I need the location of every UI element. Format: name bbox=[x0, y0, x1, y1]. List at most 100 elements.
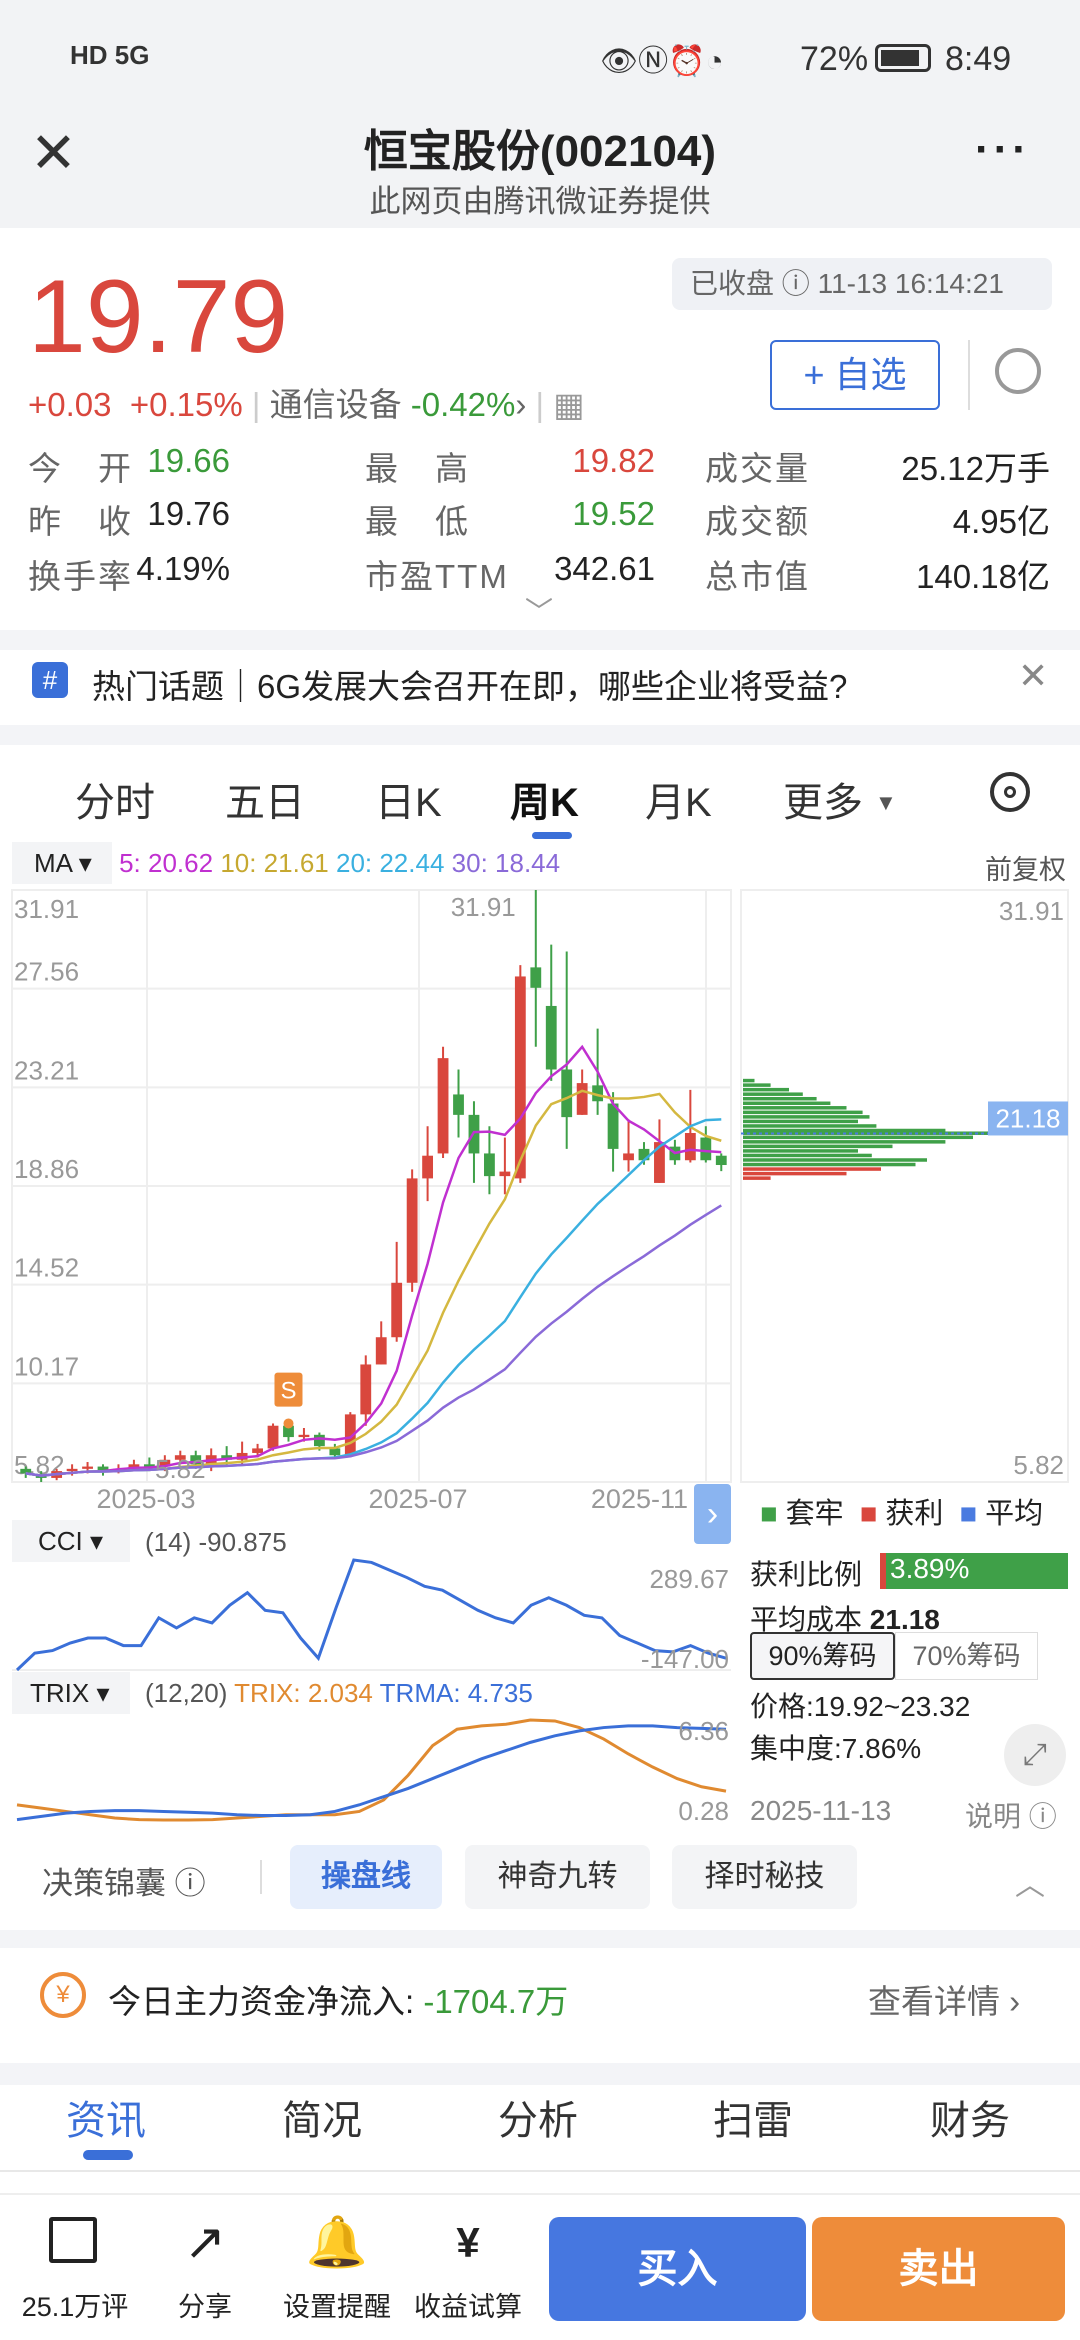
adjust-mode[interactable]: 前复权 bbox=[985, 855, 1066, 885]
comment-icon[interactable] bbox=[38, 2213, 108, 2273]
kline-chart[interactable]: 31.9127.5623.2118.8614.5210.175.822025-0… bbox=[0, 880, 1080, 1840]
candle bbox=[174, 1455, 186, 1460]
chip-bar bbox=[743, 1153, 872, 1158]
stat-value: 342.61 bbox=[554, 550, 655, 587]
candle bbox=[159, 1459, 171, 1467]
grid-icon[interactable]: ▦ bbox=[553, 386, 585, 423]
money-icon: ¥ bbox=[40, 1972, 86, 2018]
candle bbox=[514, 976, 526, 1179]
more-icon[interactable]: ··· bbox=[975, 125, 1031, 174]
chip-axis-top: 31.91 bbox=[999, 896, 1064, 926]
profit-calc-button[interactable]: 收益试算 bbox=[414, 2292, 522, 2322]
ma10-value: 10: 21.61 bbox=[220, 848, 329, 878]
chip-90-button[interactable]: 90%筹码 bbox=[750, 1632, 895, 1680]
buy-button[interactable]: 买入 bbox=[549, 2217, 806, 2321]
stat-label: 换手率 bbox=[28, 558, 133, 595]
chart-tab[interactable]: 周K bbox=[510, 781, 579, 825]
share-icon[interactable]: ↗ bbox=[184, 2214, 226, 2270]
sell-button[interactable]: 卖出 bbox=[812, 2217, 1065, 2321]
info-tab[interactable]: 分析 bbox=[498, 2099, 578, 2143]
share-button[interactable]: 分享 bbox=[178, 2292, 232, 2322]
hashtag-icon: # bbox=[32, 662, 68, 698]
tool-zeshimiji[interactable]: 择时秘技 bbox=[672, 1845, 857, 1909]
info-tab[interactable]: 财务 bbox=[930, 2099, 1010, 2143]
stat-value: 4.95亿 bbox=[952, 503, 1050, 540]
stat-value: 19.82 bbox=[572, 442, 655, 479]
candle bbox=[576, 1083, 588, 1115]
set-alert-button[interactable]: 设置提醒 bbox=[283, 2292, 391, 2322]
candle bbox=[360, 1364, 372, 1415]
info-icon[interactable]: ⓘ bbox=[781, 268, 810, 299]
ma20-line bbox=[25, 1118, 722, 1477]
candle bbox=[252, 1448, 263, 1453]
chart-tab[interactable]: 月K bbox=[645, 781, 712, 825]
candle bbox=[344, 1414, 356, 1456]
bell-icon[interactable]: 🔔 bbox=[305, 2214, 369, 2270]
fund-flow-details-link[interactable]: 查看详情 › bbox=[868, 1983, 1021, 2020]
candle bbox=[82, 1466, 93, 1469]
chip-bar bbox=[743, 1167, 881, 1171]
chip-legend: ■ 套牢 ■ 获利 ■ 平均 bbox=[760, 1498, 1044, 1530]
chip-bar bbox=[743, 1140, 946, 1144]
sector-change: -0.42% bbox=[410, 386, 516, 423]
search-icon[interactable] bbox=[995, 348, 1041, 394]
scroll-right-button[interactable]: › bbox=[694, 1484, 731, 1544]
ma-selector[interactable]: MA ▾ bbox=[12, 842, 112, 884]
market-status: 已收盘 ⓘ 11-13 16:14:21 bbox=[672, 258, 1052, 310]
page-subtitle: 此网页由腾讯微证券提供 bbox=[369, 184, 711, 219]
collapse-icon[interactable]: ︿ bbox=[1015, 1869, 1045, 1902]
divider bbox=[0, 2170, 1080, 2172]
chip-concentration: 集中度:7.86% bbox=[750, 1733, 922, 1764]
chip-bar bbox=[743, 1078, 755, 1083]
signal-marker-label: S bbox=[280, 1378, 296, 1405]
y-tick-label: 27.56 bbox=[14, 957, 79, 987]
stat-value: 19.52 bbox=[572, 495, 655, 532]
fund-flow-value: -1704.7万 bbox=[423, 1983, 569, 2020]
hot-topic-banner[interactable]: 热门话题｜6G发展大会召开在即，哪些企业将受益? bbox=[92, 668, 848, 705]
fullscreen-icon[interactable]: ⤢ bbox=[1004, 1724, 1066, 1786]
chip-bar bbox=[743, 1087, 789, 1092]
chart-tab[interactable]: 分时 bbox=[75, 781, 155, 825]
page-title: 恒宝股份(002104) bbox=[363, 127, 717, 176]
chip-bar bbox=[743, 1144, 893, 1149]
chart-tab[interactable]: 五日 bbox=[225, 781, 305, 825]
chart-tab[interactable]: 更多 bbox=[783, 781, 863, 825]
chip-axis-bottom: 5.82 bbox=[1013, 1450, 1064, 1480]
chip-70-button[interactable]: 70%筹码 bbox=[895, 1632, 1038, 1680]
trix-values: (12,20) TRIX: 2.034 TRMA: 4.735 bbox=[145, 1678, 533, 1708]
add-watchlist-button[interactable]: + 自选 bbox=[770, 340, 940, 410]
stat-label: 昨 收 bbox=[28, 503, 133, 540]
comments-count[interactable]: 25.1万评 bbox=[21, 2292, 129, 2322]
ma-legend: MA ▾ 5: 20.62 10: 21.61 20: 22.44 30: 18… bbox=[12, 842, 1072, 888]
help-link[interactable]: 说明 ⓘ bbox=[965, 1801, 1057, 1832]
tool-caopanxian[interactable]: 操盘线 bbox=[290, 1845, 442, 1909]
y-tick-label: 18.86 bbox=[14, 1154, 79, 1184]
divider bbox=[0, 1930, 1080, 1948]
cci-selector[interactable]: CCI ▾ bbox=[12, 1520, 130, 1562]
dropdown-caret-icon: ▼ bbox=[875, 790, 897, 815]
divider bbox=[968, 340, 970, 410]
sector-link[interactable]: 通信设备 bbox=[269, 386, 402, 423]
chip-bar bbox=[743, 1083, 771, 1087]
y-tick-label: 14.52 bbox=[14, 1253, 79, 1283]
info-tab[interactable]: 资讯 bbox=[66, 2099, 146, 2143]
settings-icon[interactable] bbox=[990, 772, 1030, 812]
info-tab[interactable]: 扫雷 bbox=[713, 2099, 793, 2143]
close-icon[interactable]: ✕ bbox=[30, 121, 77, 184]
x-tick-label: 2025-11 bbox=[591, 1484, 688, 1514]
battery-icon bbox=[875, 44, 931, 72]
chip-bar bbox=[743, 1124, 877, 1128]
yen-icon[interactable]: ¥ bbox=[456, 2219, 480, 2266]
candle bbox=[545, 1005, 557, 1070]
stat-label: 市盈TTM bbox=[365, 558, 509, 595]
candle bbox=[561, 1069, 573, 1118]
chart-tab[interactable]: 日K bbox=[375, 781, 442, 825]
close-banner-icon[interactable]: ✕ bbox=[1018, 655, 1049, 696]
trix-selector[interactable]: TRIX ▾ bbox=[12, 1672, 130, 1714]
candle bbox=[684, 1133, 696, 1161]
x-tick-label: 2025-03 bbox=[96, 1484, 195, 1514]
expand-chevron-icon[interactable]: ﹀ bbox=[525, 596, 554, 627]
candle bbox=[453, 1094, 464, 1115]
tool-shenqijiuzhuan[interactable]: 神奇九转 bbox=[465, 1845, 650, 1909]
info-tab[interactable]: 简况 bbox=[282, 2099, 362, 2143]
